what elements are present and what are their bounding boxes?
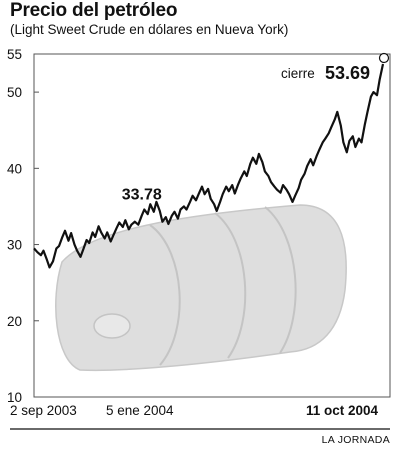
y-axis: 10 20 30 40 50 55 (7, 47, 39, 405)
end-point-marker (378, 52, 390, 64)
plot-frame (33, 53, 391, 398)
source-credit: LA JORNADA (321, 434, 390, 446)
barrel-cap (93, 313, 131, 339)
x-tick-label: 2 sep 2003 (10, 403, 77, 418)
barrel-rib (149, 224, 181, 366)
barrel-rib (214, 212, 247, 359)
y-tick-label: 20 (7, 314, 22, 329)
annotation-value-33-78: 33.78 (122, 187, 162, 204)
chart-subtitle: (Light Sweet Crude en dólares en Nueva Y… (10, 22, 289, 37)
y-tick-label: 30 (7, 238, 22, 253)
annotation-closing-value: 53.69 (325, 63, 370, 83)
chart-title: Precio del petróleo (10, 0, 178, 21)
oil-barrel-illustration (55, 204, 347, 372)
y-tick-label: 50 (7, 85, 22, 100)
barrel-rib (264, 206, 297, 354)
y-tick-label: 40 (7, 161, 22, 176)
price-series-line (33, 63, 385, 269)
annotation-cierre-label: cierre (281, 66, 315, 81)
x-tick-label: 5 ene 2004 (106, 403, 174, 418)
y-tick-label: 10 (7, 390, 22, 405)
y-tick-label: 55 (7, 47, 22, 62)
x-axis: 2 sep 2003 5 ene 2004 11 oct 2004 (10, 403, 379, 418)
x-tick-label: 11 oct 2004 (306, 403, 379, 418)
